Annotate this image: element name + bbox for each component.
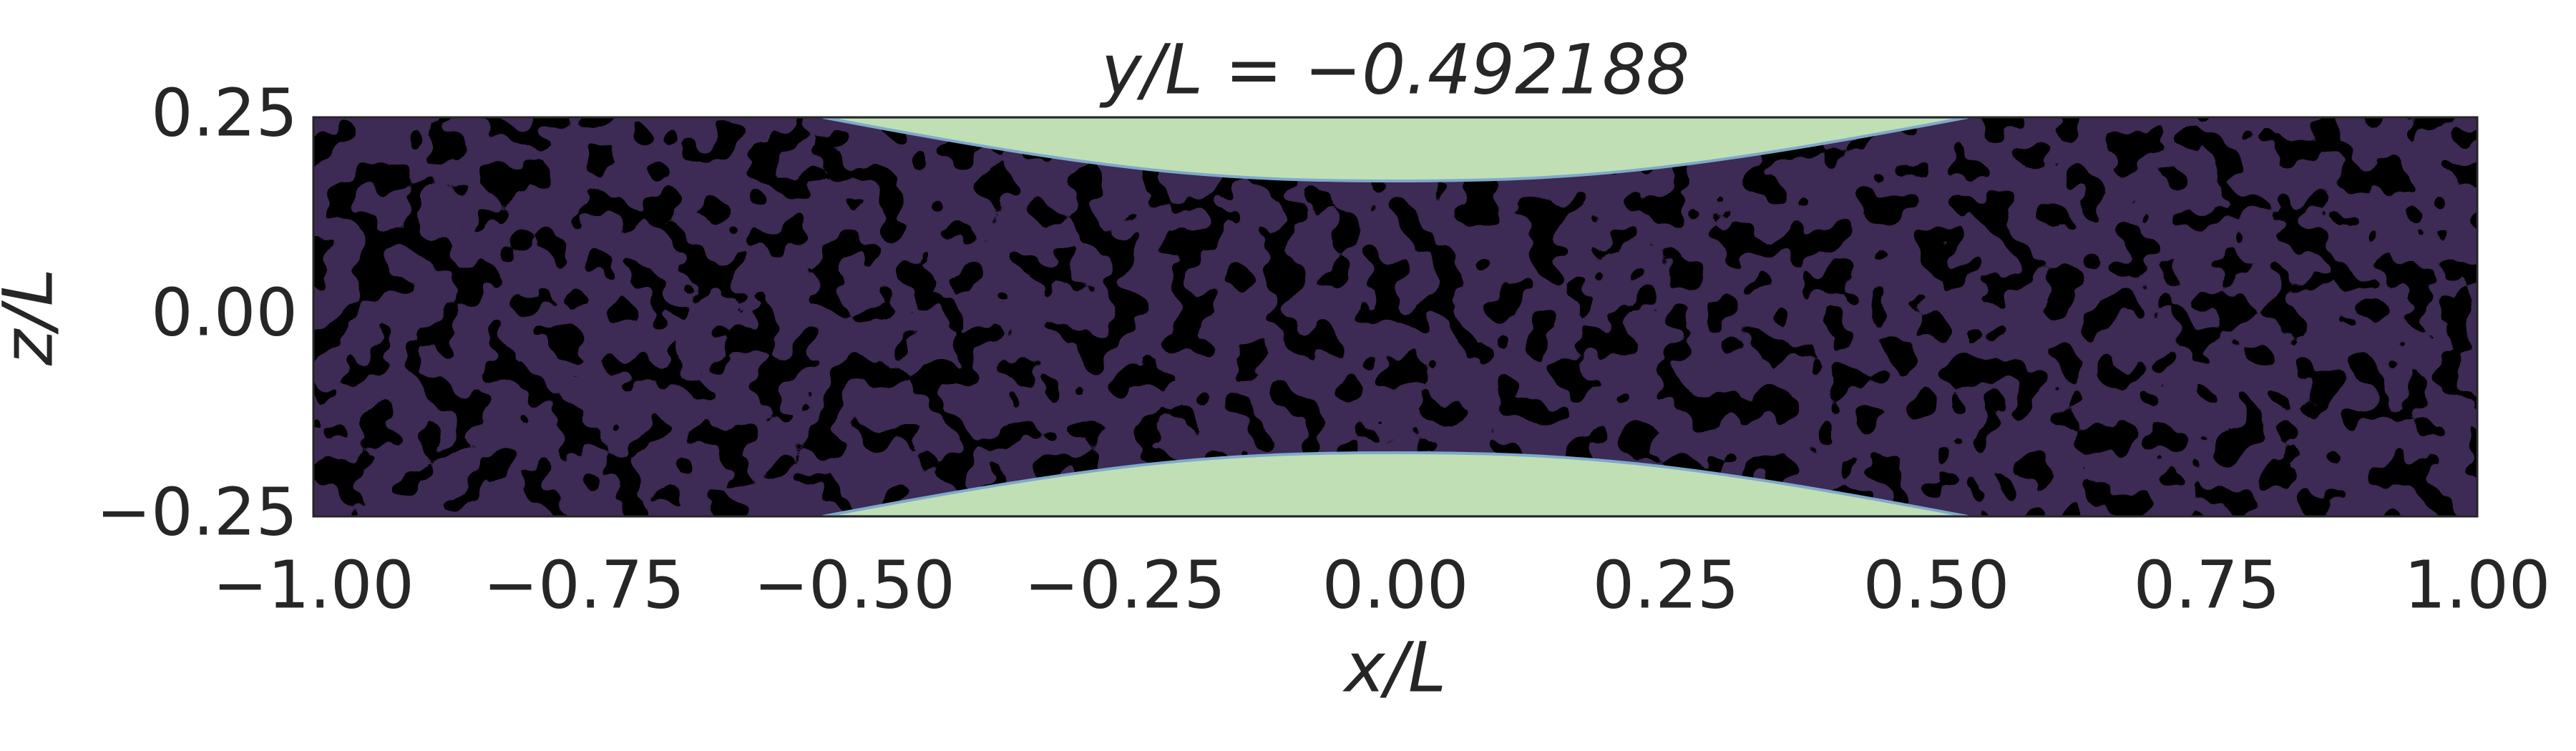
x-tick-label: −0.75 xyxy=(483,546,685,623)
x-tick-label: −0.25 xyxy=(1024,546,1226,623)
x-tick-label: 0.25 xyxy=(1593,546,1740,623)
x-axis-label: x/L xyxy=(1342,627,1447,707)
field xyxy=(313,117,2477,516)
lower-region xyxy=(822,451,1968,516)
y-tick-label: −0.25 xyxy=(96,473,298,550)
chart-title: y/L = −0.492188 xyxy=(1099,29,1690,109)
x-tick-label: −1.00 xyxy=(213,546,414,623)
y-tick-label: 0.25 xyxy=(151,74,298,151)
x-tick-label: 0.75 xyxy=(2134,546,2280,623)
x-tick-label: 0.00 xyxy=(1322,546,1469,623)
upper-region xyxy=(822,117,1968,183)
x-tick-label: 1.00 xyxy=(2404,546,2551,623)
x-tick-label: −0.50 xyxy=(753,546,955,623)
y-axis-label: z/L xyxy=(0,268,68,366)
field-texture xyxy=(313,117,2477,516)
plot-frame xyxy=(312,116,2479,518)
y-tick-label: 0.00 xyxy=(151,274,298,350)
x-tick-label: 0.50 xyxy=(1863,546,2010,623)
